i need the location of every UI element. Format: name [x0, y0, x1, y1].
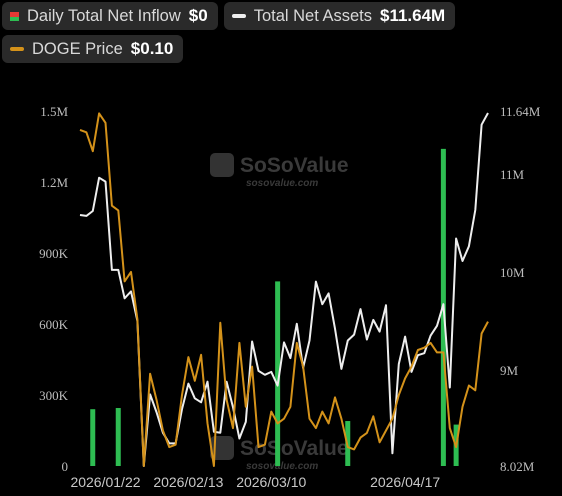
legend-inflow-value: $0: [188, 6, 208, 25]
left-axis-ticks: 0 300K 600K 900K 1.2M 1.5M: [39, 104, 69, 474]
legend-assets-label: Total Net Assets: [253, 6, 372, 25]
left-tick-label: 0: [62, 459, 69, 474]
left-tick-label: 1.2M: [40, 175, 68, 190]
legend-row-2: DOGE Price $0.10: [2, 35, 184, 63]
left-tick-label: 600K: [39, 317, 69, 332]
x-tick-label: 2026/03/10: [236, 474, 306, 490]
x-tick-label: 2026/04/17: [370, 474, 440, 490]
legend-inflow[interactable]: Daily Total Net Inflow $0: [2, 2, 218, 30]
watermark-name: SoSoValue: [240, 154, 349, 177]
watermark-logo-icon: [210, 436, 234, 460]
left-tick-label: 900K: [39, 246, 69, 261]
watermarks: SoSoValuesosovalue.comSoSoValuesosovalue…: [210, 153, 349, 472]
inflow-bar: [115, 408, 121, 466]
right-tick-label: 10M: [500, 265, 525, 280]
legend-price[interactable]: DOGE Price $0.10: [2, 35, 184, 63]
left-tick-label: 300K: [39, 388, 69, 403]
legend-assets-value: $11.64M: [380, 6, 446, 25]
legend-price-label: DOGE Price: [32, 39, 123, 58]
doge-price-swatch-icon: [10, 47, 24, 51]
watermark-url: sosovalue.com: [246, 178, 318, 189]
watermark-url: sosovalue.com: [246, 461, 318, 472]
watermark-logo-icon: [210, 153, 234, 177]
doge-price-line: [79, 112, 489, 467]
legend-assets[interactable]: Total Net Assets $11.64M: [223, 2, 456, 30]
inflow-bar: [90, 409, 96, 466]
x-tick-label: 2026/02/13: [153, 474, 223, 490]
right-tick-label: 8.02M: [500, 459, 535, 474]
legend-price-value: $0.10: [130, 39, 174, 58]
net-assets-swatch-icon: [231, 14, 246, 18]
right-tick-label: 11M: [500, 167, 525, 182]
left-tick-label: 1.5M: [40, 104, 68, 119]
watermark-name: SoSoValue: [240, 437, 349, 460]
right-tick-label: 11.64M: [500, 104, 541, 119]
x-axis-ticks: 2026/01/22 2026/02/13 2026/03/10 2026/04/17: [70, 474, 440, 490]
inflow-swatch-icon: [10, 11, 19, 21]
right-tick-label: 9M: [500, 363, 519, 378]
inflow-bar: [275, 281, 281, 466]
right-axis-ticks: 8.02M 9M 10M 11M 11.64M: [500, 104, 541, 474]
legend-inflow-label: Daily Total Net Inflow: [27, 6, 181, 25]
x-tick-label: 2026/01/22: [70, 474, 140, 490]
legend-row-1: Daily Total Net Inflow $0 Total Net Asse…: [2, 2, 456, 30]
